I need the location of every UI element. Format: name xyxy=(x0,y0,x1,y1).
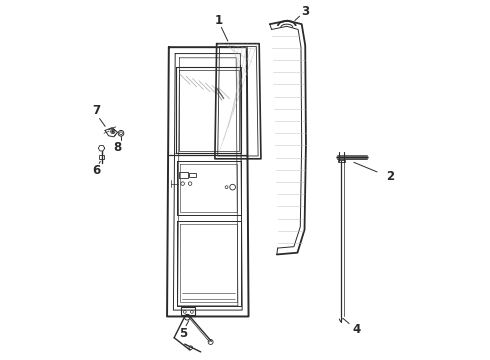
Bar xyxy=(338,159,345,162)
Text: 4: 4 xyxy=(352,323,361,336)
Text: 7: 7 xyxy=(92,104,100,117)
Text: 6: 6 xyxy=(92,164,100,177)
Bar xyxy=(179,172,188,178)
Bar xyxy=(189,173,196,177)
Text: 5: 5 xyxy=(179,327,187,339)
Bar xyxy=(99,155,104,159)
Text: 1: 1 xyxy=(214,14,222,27)
Text: 3: 3 xyxy=(301,5,309,18)
Text: 2: 2 xyxy=(386,170,394,183)
Bar xyxy=(181,307,196,315)
Circle shape xyxy=(112,130,114,132)
Text: 8: 8 xyxy=(113,141,122,154)
